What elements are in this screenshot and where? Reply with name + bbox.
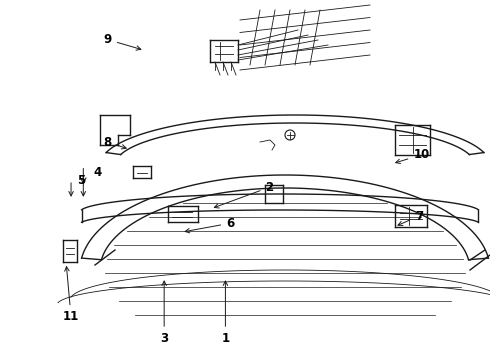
Text: 8: 8: [104, 136, 126, 149]
Text: 7: 7: [398, 210, 423, 225]
Text: 2: 2: [214, 181, 273, 208]
Text: 6: 6: [185, 217, 234, 233]
Text: 9: 9: [104, 33, 141, 50]
Text: 3: 3: [160, 281, 168, 345]
Text: 1: 1: [221, 281, 229, 345]
Text: 4: 4: [94, 166, 102, 179]
Text: 11: 11: [63, 267, 79, 323]
Text: 5: 5: [77, 174, 85, 186]
Text: 10: 10: [396, 148, 430, 163]
